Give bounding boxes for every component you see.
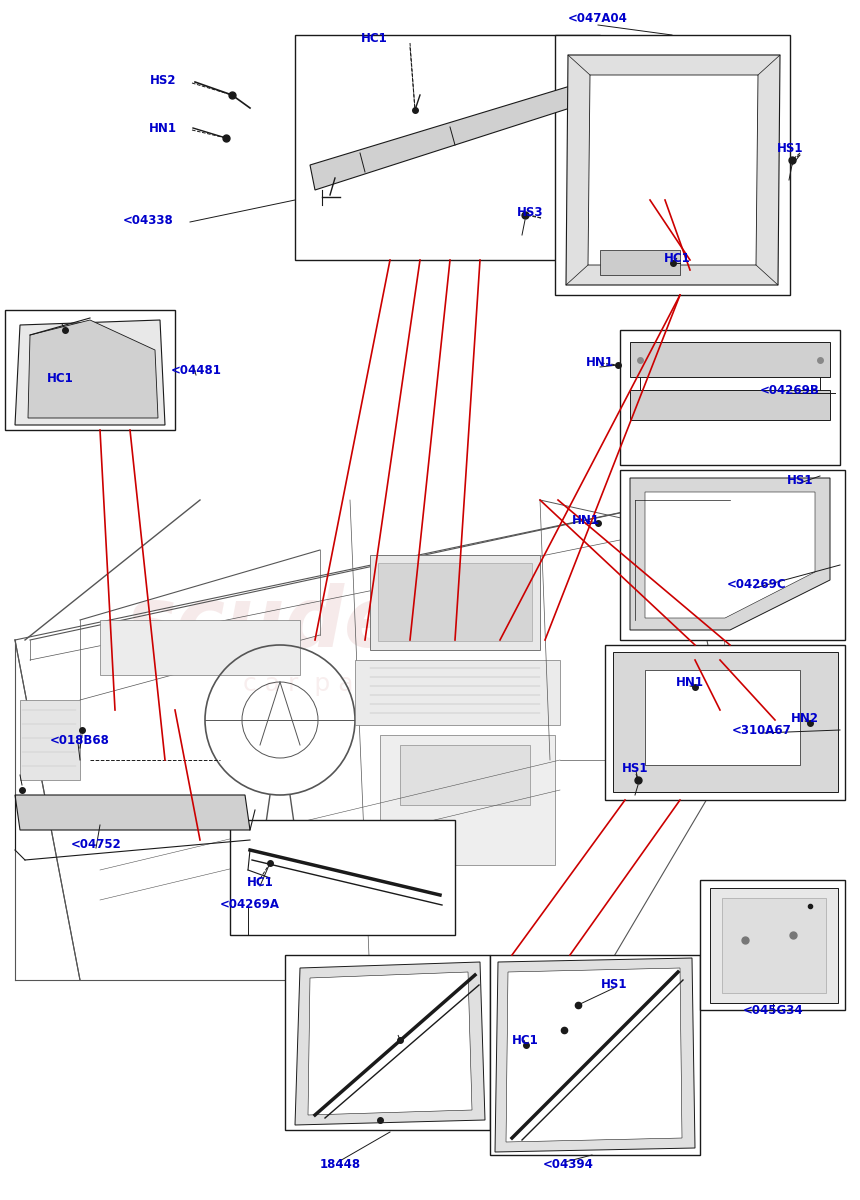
Text: HS1: HS1 <box>777 142 803 155</box>
Polygon shape <box>506 968 682 1142</box>
Bar <box>645 670 800 766</box>
Polygon shape <box>566 55 780 284</box>
Polygon shape <box>645 492 815 618</box>
Text: c a r  p a r t s: c a r p a r t s <box>243 672 411 696</box>
Bar <box>630 342 830 377</box>
Polygon shape <box>308 972 472 1115</box>
Text: HS2: HS2 <box>150 73 176 86</box>
Bar <box>605 646 845 800</box>
Bar <box>355 660 560 725</box>
Polygon shape <box>295 962 485 1126</box>
Text: HS1: HS1 <box>622 762 648 774</box>
Text: <018B68: <018B68 <box>50 733 110 746</box>
Bar <box>700 880 845 1010</box>
Polygon shape <box>28 320 158 418</box>
Bar <box>5 310 175 430</box>
Polygon shape <box>15 320 165 425</box>
Text: HS1: HS1 <box>787 474 814 486</box>
Bar <box>630 390 830 420</box>
Bar <box>613 652 838 792</box>
Polygon shape <box>588 74 758 265</box>
Polygon shape <box>310 80 595 190</box>
Text: <04269B: <04269B <box>760 384 820 396</box>
Polygon shape <box>15 794 250 830</box>
Text: <04338: <04338 <box>123 214 174 227</box>
Text: <04269C: <04269C <box>728 578 787 592</box>
Text: HN1: HN1 <box>586 356 614 370</box>
Polygon shape <box>630 478 830 630</box>
Bar <box>400 745 530 805</box>
Text: HC1: HC1 <box>664 252 691 264</box>
Text: <04394: <04394 <box>543 1158 593 1171</box>
Bar <box>490 955 700 1154</box>
Bar <box>555 35 790 295</box>
Text: HN2: HN2 <box>791 712 819 725</box>
Text: HN1: HN1 <box>149 121 177 134</box>
Bar <box>370 554 540 650</box>
Text: <04752: <04752 <box>71 839 121 852</box>
Text: HC1: HC1 <box>46 372 73 384</box>
Text: <047A04: <047A04 <box>568 12 628 24</box>
Bar <box>620 330 840 464</box>
Text: <310A67: <310A67 <box>732 724 792 737</box>
Text: <04269A: <04269A <box>220 899 280 912</box>
Bar <box>20 700 80 780</box>
Text: <045G34: <045G34 <box>743 1003 803 1016</box>
Text: HC1: HC1 <box>512 1033 538 1046</box>
Bar <box>620 470 845 640</box>
Text: scuderia: scuderia <box>126 583 527 665</box>
Bar <box>722 898 826 994</box>
Text: <04481: <04481 <box>170 364 221 377</box>
Bar <box>295 35 600 260</box>
Polygon shape <box>495 958 695 1152</box>
Bar <box>100 620 300 674</box>
Bar <box>230 820 455 935</box>
Bar <box>380 734 555 865</box>
Bar <box>600 250 680 275</box>
Text: HC1: HC1 <box>247 876 273 889</box>
Bar <box>285 955 490 1130</box>
Text: HS1: HS1 <box>601 978 627 991</box>
Bar <box>710 888 838 1003</box>
Text: 18448: 18448 <box>319 1158 360 1171</box>
Text: HN1: HN1 <box>572 514 600 527</box>
Text: HN1: HN1 <box>676 677 704 690</box>
Text: HS3: HS3 <box>517 206 544 220</box>
Text: HC1: HC1 <box>360 31 387 44</box>
Bar <box>378 563 532 641</box>
